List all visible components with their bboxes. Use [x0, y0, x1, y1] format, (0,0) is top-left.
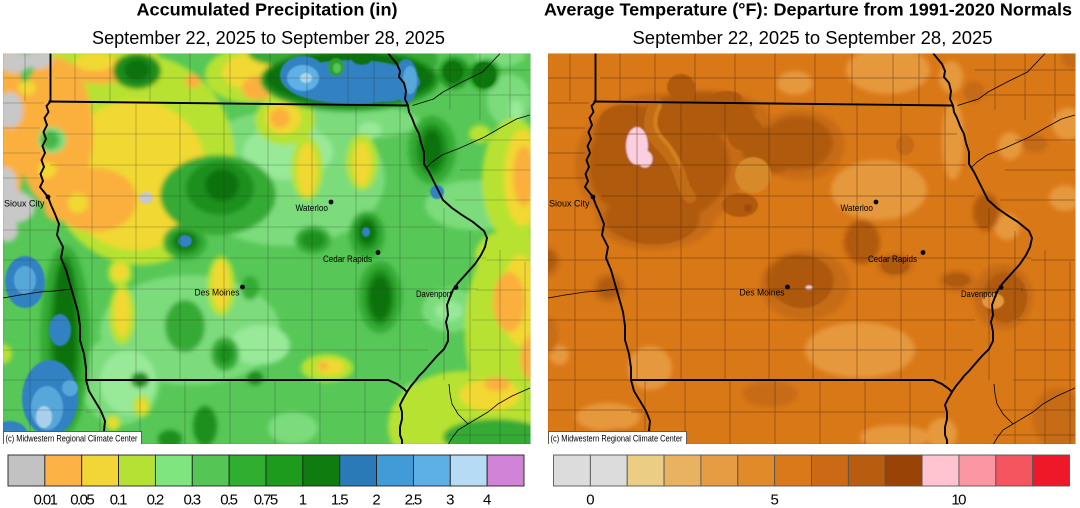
svg-text:4: 4	[483, 492, 491, 508]
svg-text:September 22, 2025 to Septembe: September 22, 2025 to September 28, 2025	[633, 27, 993, 48]
svg-text:2: 2	[372, 492, 380, 508]
svg-text:3: 3	[446, 492, 454, 508]
svg-text:10: 10	[951, 492, 966, 508]
svg-text:0.2: 0.2	[147, 492, 165, 508]
svg-text:Average Temperature (°F): Depa: Average Temperature (°F): Departure from…	[544, 0, 1072, 19]
svg-text:1.5: 1.5	[331, 492, 349, 508]
svg-text:1: 1	[299, 492, 307, 508]
svg-text:0.3: 0.3	[183, 492, 201, 508]
svg-text:0.05: 0.05	[70, 492, 95, 508]
svg-text:0.01: 0.01	[33, 492, 58, 508]
svg-text:September 22, 2025 to Septembe: September 22, 2025 to September 28, 2025	[92, 27, 445, 48]
svg-text:0: 0	[586, 492, 594, 508]
svg-text:0.75: 0.75	[254, 492, 279, 508]
svg-text:0.1: 0.1	[110, 492, 128, 508]
svg-text:0.5: 0.5	[220, 492, 238, 508]
svg-text:Accumulated Precipitation (in): Accumulated Precipitation (in)	[137, 0, 398, 19]
svg-text:2.5: 2.5	[405, 492, 423, 508]
svg-text:5: 5	[770, 492, 778, 508]
